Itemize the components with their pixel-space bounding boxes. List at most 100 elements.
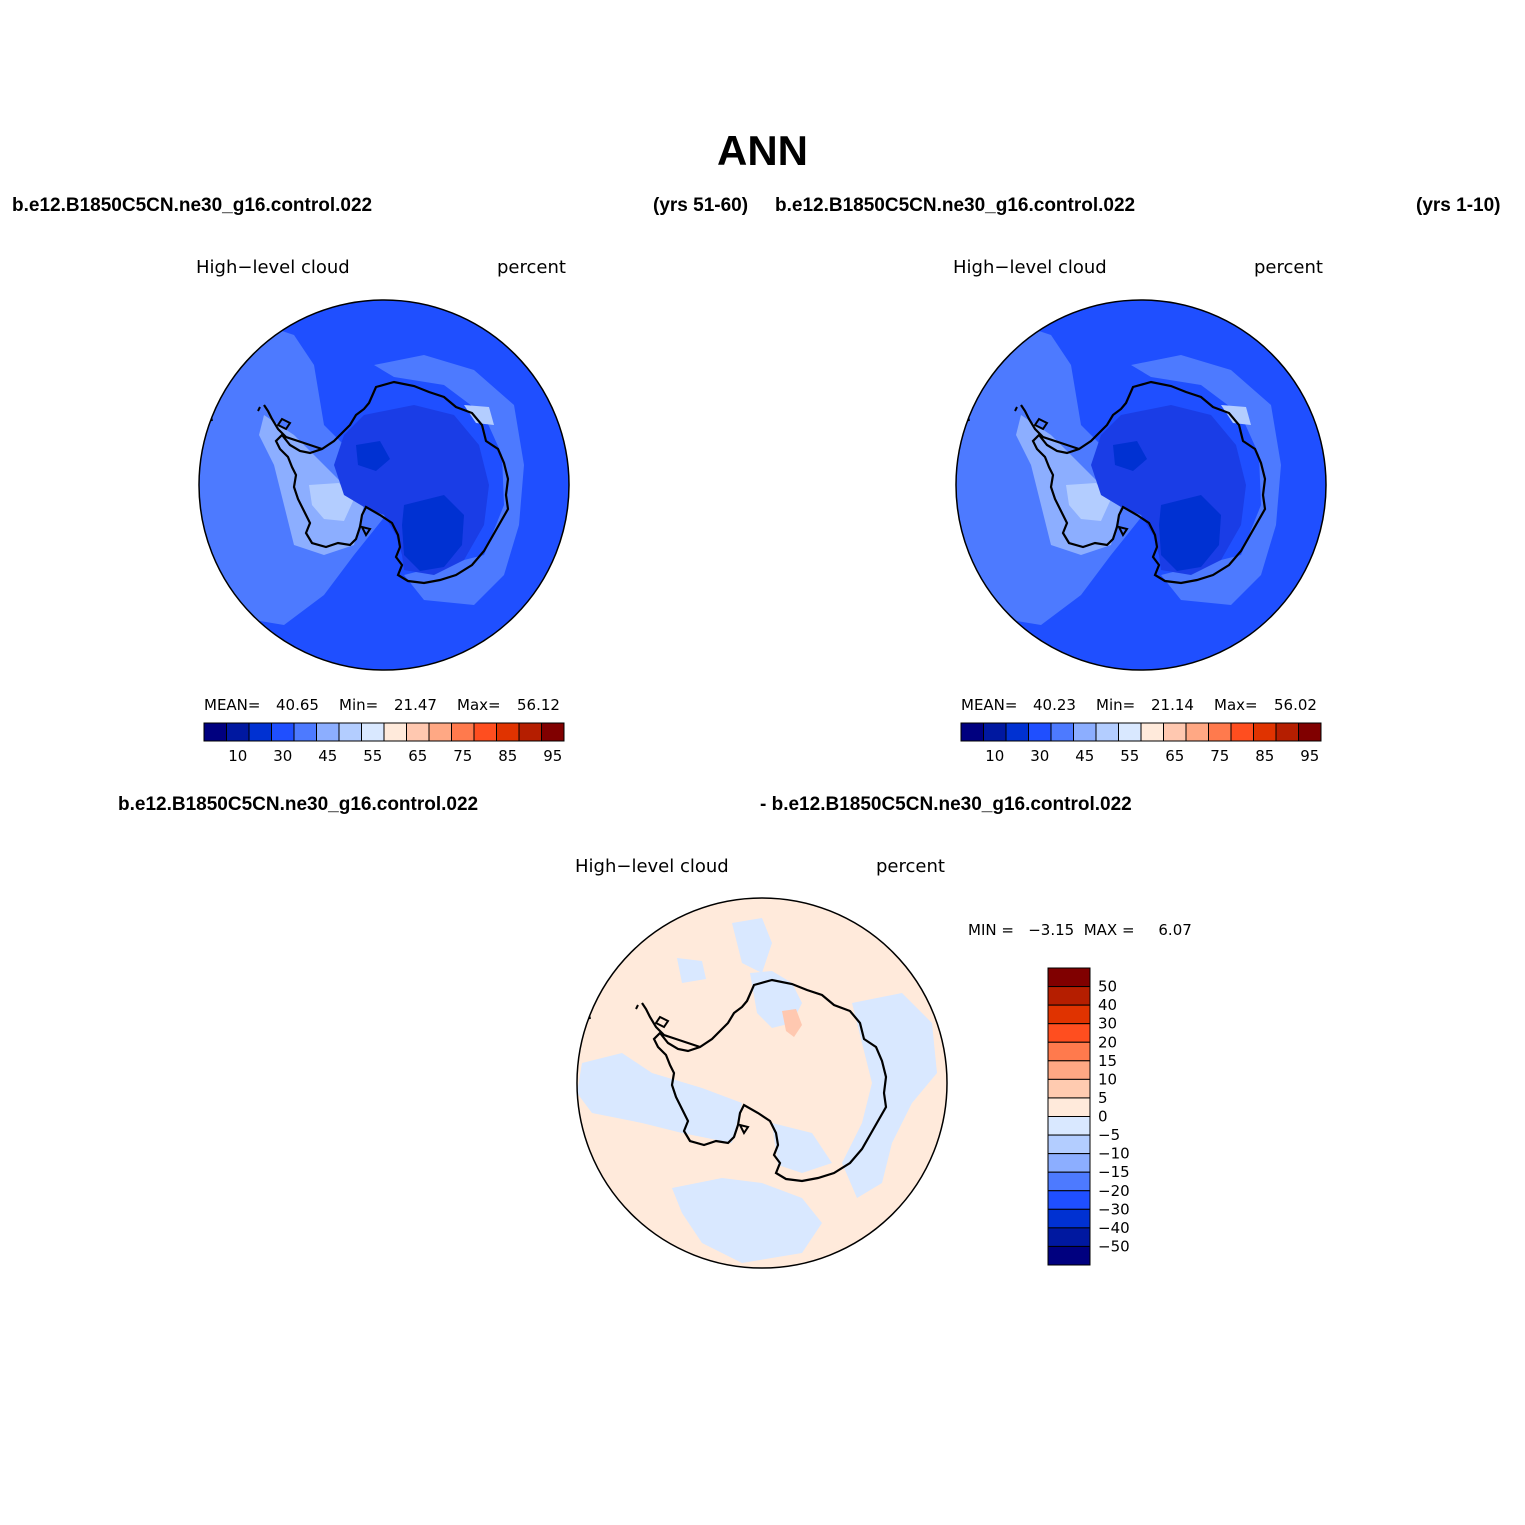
panel-2-colorbar-swatch bbox=[1230, 722, 1254, 742]
diff-neg-area-2 bbox=[677, 958, 706, 983]
panel-1-colorbar-tick-label: 65 bbox=[408, 747, 427, 765]
diff-pos-area-strong bbox=[782, 1009, 802, 1037]
panel-2-colorbar-tick-label: 65 bbox=[1165, 747, 1184, 765]
panel-1-map bbox=[198, 299, 570, 671]
panel-2-max-label: Max= bbox=[1214, 696, 1258, 714]
panel-2-colorbar-swatch bbox=[1095, 722, 1119, 742]
panel-2-colorbar-tick-label: 30 bbox=[1030, 747, 1049, 765]
panel-2-colorbar-swatch bbox=[983, 722, 1007, 742]
panel-2-colorbar-tick-label: 45 bbox=[1075, 747, 1094, 765]
panel-2-years-label: (yrs 1-10) bbox=[1416, 195, 1501, 216]
diff-colorbar-swatch bbox=[1047, 1153, 1091, 1173]
panel-2-colorbar-swatch bbox=[1140, 722, 1164, 742]
diff-colorbar-swatch bbox=[1047, 1227, 1091, 1247]
panel-1-colorbar-swatch bbox=[518, 722, 542, 742]
diff-colorbar-swatch bbox=[1047, 967, 1091, 988]
panel-1-contour-55 bbox=[309, 483, 354, 521]
panel-1-max-value: 56.12 bbox=[517, 696, 560, 714]
panel-1-contour-55-east bbox=[464, 405, 494, 425]
diff-neg-area-1 bbox=[732, 918, 772, 973]
diff-colorbar-swatch bbox=[1047, 1208, 1091, 1229]
diff-colorbar-swatch bbox=[1047, 1134, 1091, 1155]
page-title: ANN bbox=[717, 127, 808, 174]
panel-2-case-label: b.e12.B1850C5CN.ne30_g16.control.022 bbox=[775, 195, 1136, 216]
panel-1-units: percent bbox=[497, 257, 566, 278]
diff-colorbar-swatch bbox=[1047, 1023, 1091, 1043]
panel-1-min-value: 21.47 bbox=[394, 696, 437, 714]
diff-colorbar-tick-label: −15 bbox=[1098, 1163, 1130, 1181]
panel-1-years-label: (yrs 51-60) bbox=[653, 195, 749, 216]
panel-1-colorbar-tick-label: 75 bbox=[453, 747, 472, 765]
panel-1-colorbar-tick-label: 10 bbox=[228, 747, 247, 765]
panel-1-colorbar-swatch bbox=[271, 722, 295, 742]
panel-2-colorbar-tick-label: 55 bbox=[1120, 747, 1139, 765]
panel-1-colorbar-swatch bbox=[203, 722, 227, 742]
panel-2-colorbar-swatch bbox=[1073, 722, 1097, 742]
panel-1-colorbar-tick-label: 30 bbox=[273, 747, 292, 765]
diff-variable: High−level cloud bbox=[575, 856, 729, 877]
diff-colorbar-tick-label: 30 bbox=[1098, 1015, 1117, 1033]
panel-1-contour-30-b bbox=[356, 441, 390, 471]
panel-1-colorbar-tick-label: 95 bbox=[543, 747, 562, 765]
panel-2-mean-value: 40.23 bbox=[1033, 696, 1076, 714]
panel-2-max-value: 56.02 bbox=[1274, 696, 1317, 714]
diff-colorbar-swatch bbox=[1047, 1078, 1091, 1099]
panel-2-units: percent bbox=[1254, 257, 1323, 278]
diff-colorbar-tick-label: −20 bbox=[1098, 1182, 1130, 1200]
panel-2-min-value: 21.14 bbox=[1151, 696, 1194, 714]
panel-1-mean-label: MEAN= bbox=[204, 696, 261, 714]
panel-2-colorbar-tick-label: 10 bbox=[985, 747, 1004, 765]
panel-2-colorbar-swatch bbox=[1208, 722, 1232, 742]
panel-1-colorbar-swatch bbox=[361, 722, 385, 742]
diff-case-a-label: b.e12.B1850C5CN.ne30_g16.control.022 bbox=[118, 794, 479, 815]
panel-1-min-label: Min= bbox=[339, 696, 379, 714]
panel-2-colorbar: 10 30 45 55 65 75 85 95 bbox=[960, 722, 1322, 765]
diff-map-border bbox=[576, 897, 948, 1269]
diff-colorbar-tick-label: −30 bbox=[1098, 1200, 1130, 1218]
panel-1-case-label: b.e12.B1850C5CN.ne30_g16.control.022 bbox=[12, 195, 373, 216]
diff-map bbox=[576, 897, 948, 1269]
panel-2-colorbar-swatch bbox=[1118, 722, 1142, 742]
diff-colorbar-tick-label: 5 bbox=[1098, 1089, 1108, 1107]
diff-units: percent bbox=[876, 856, 945, 877]
diff-colorbar-tick-label: −40 bbox=[1098, 1219, 1130, 1237]
panel-2-min-label: Min= bbox=[1096, 696, 1136, 714]
panel-2-colorbar-swatch bbox=[1163, 722, 1187, 742]
panel-2-contour-55-east bbox=[1221, 405, 1251, 425]
panel-2-map bbox=[955, 299, 1327, 671]
panel-2-colorbar-swatch bbox=[1050, 722, 1074, 742]
diff-colorbar-swatch bbox=[1047, 1060, 1091, 1080]
panel-2-mean-label: MEAN= bbox=[961, 696, 1018, 714]
diff-colorbar-tick-label: −10 bbox=[1098, 1145, 1130, 1163]
diff-colorbar-tick-label: −50 bbox=[1098, 1237, 1130, 1255]
panel-1-colorbar-swatch bbox=[293, 722, 317, 742]
panel-1-colorbar-swatch bbox=[406, 722, 430, 742]
diff-colorbar-swatch bbox=[1047, 1004, 1091, 1025]
panel-2-contour-30-b bbox=[1113, 441, 1147, 471]
diff-colorbar-tick-label: 15 bbox=[1098, 1052, 1117, 1070]
diff-colorbar-swatch bbox=[1047, 1190, 1091, 1210]
diff-colorbar-tick-label: 50 bbox=[1098, 978, 1117, 996]
diff-minmax: MIN = −3.15 MAX = 6.07 bbox=[968, 921, 1192, 939]
panel-2-contour-30 bbox=[1159, 495, 1221, 571]
diff-neg-area-south bbox=[672, 1178, 822, 1263]
panel-2-colorbar-tick-label: 85 bbox=[1255, 747, 1274, 765]
panel-1-colorbar-swatch bbox=[496, 722, 520, 742]
panel-1-colorbar-swatch bbox=[428, 722, 452, 742]
panel-1-colorbar-swatch bbox=[451, 722, 475, 742]
panel-1-mean-value: 40.65 bbox=[276, 696, 319, 714]
panel-2-colorbar-swatch bbox=[1253, 722, 1277, 742]
panel-1-colorbar-swatch bbox=[338, 722, 362, 742]
panel-1-colorbar-tick-label: 85 bbox=[498, 747, 517, 765]
panel-2-colorbar-swatch bbox=[960, 722, 984, 742]
panel-2-colorbar-tick-label: 75 bbox=[1210, 747, 1229, 765]
panel-1-max-label: Max= bbox=[457, 696, 501, 714]
panel-2-colorbar-swatch bbox=[1298, 722, 1322, 742]
panel-2-colorbar-tick-label: 95 bbox=[1300, 747, 1319, 765]
diff-colorbar-swatch bbox=[1047, 986, 1091, 1006]
panel-2-colorbar-swatch bbox=[1275, 722, 1299, 742]
diff-colorbar-tick-label: 40 bbox=[1098, 996, 1117, 1014]
panel-1-contour-30 bbox=[402, 495, 464, 571]
